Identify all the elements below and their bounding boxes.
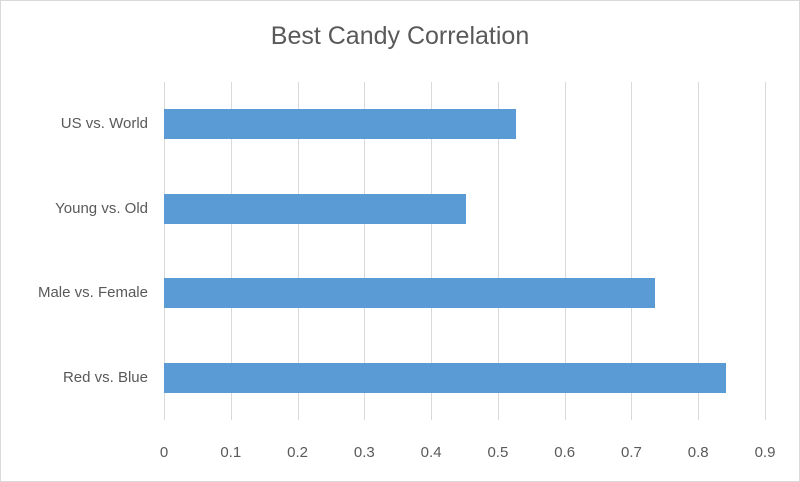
category-label: Male vs. Female <box>37 284 148 302</box>
x-tick-label: 0 <box>159 444 169 461</box>
bar <box>164 193 466 224</box>
category-label: Young vs. Old <box>55 199 148 217</box>
bar <box>164 362 726 393</box>
gridline <box>564 82 566 420</box>
gridline <box>698 82 700 420</box>
gridline <box>364 82 366 420</box>
gridline <box>765 82 766 420</box>
x-tick-label: 0.1 <box>220 444 242 461</box>
gridline <box>164 82 165 420</box>
x-tick-label: 0.7 <box>621 444 642 461</box>
x-tick-label: 0.5 <box>487 444 509 461</box>
gridline <box>297 82 299 420</box>
x-tick-label: 0.6 <box>554 444 576 461</box>
x-tick-label: 0.8 <box>687 444 709 461</box>
gridline <box>497 82 499 420</box>
x-tick-label: 0.2 <box>287 444 308 461</box>
x-tick-label: 0.4 <box>420 444 442 461</box>
x-tick-label: 0.3 <box>353 444 375 461</box>
bar <box>164 278 655 309</box>
gridline <box>631 82 633 420</box>
category-label: Red vs. Blue <box>62 368 148 386</box>
plot-area <box>164 82 766 420</box>
chart-title: Best Candy Correlation <box>270 22 530 50</box>
x-tick-label: 0.9 <box>754 444 776 461</box>
gridline <box>230 82 232 420</box>
gridline <box>431 82 433 420</box>
category-label: US vs. World <box>60 115 148 133</box>
bar <box>164 109 516 140</box>
